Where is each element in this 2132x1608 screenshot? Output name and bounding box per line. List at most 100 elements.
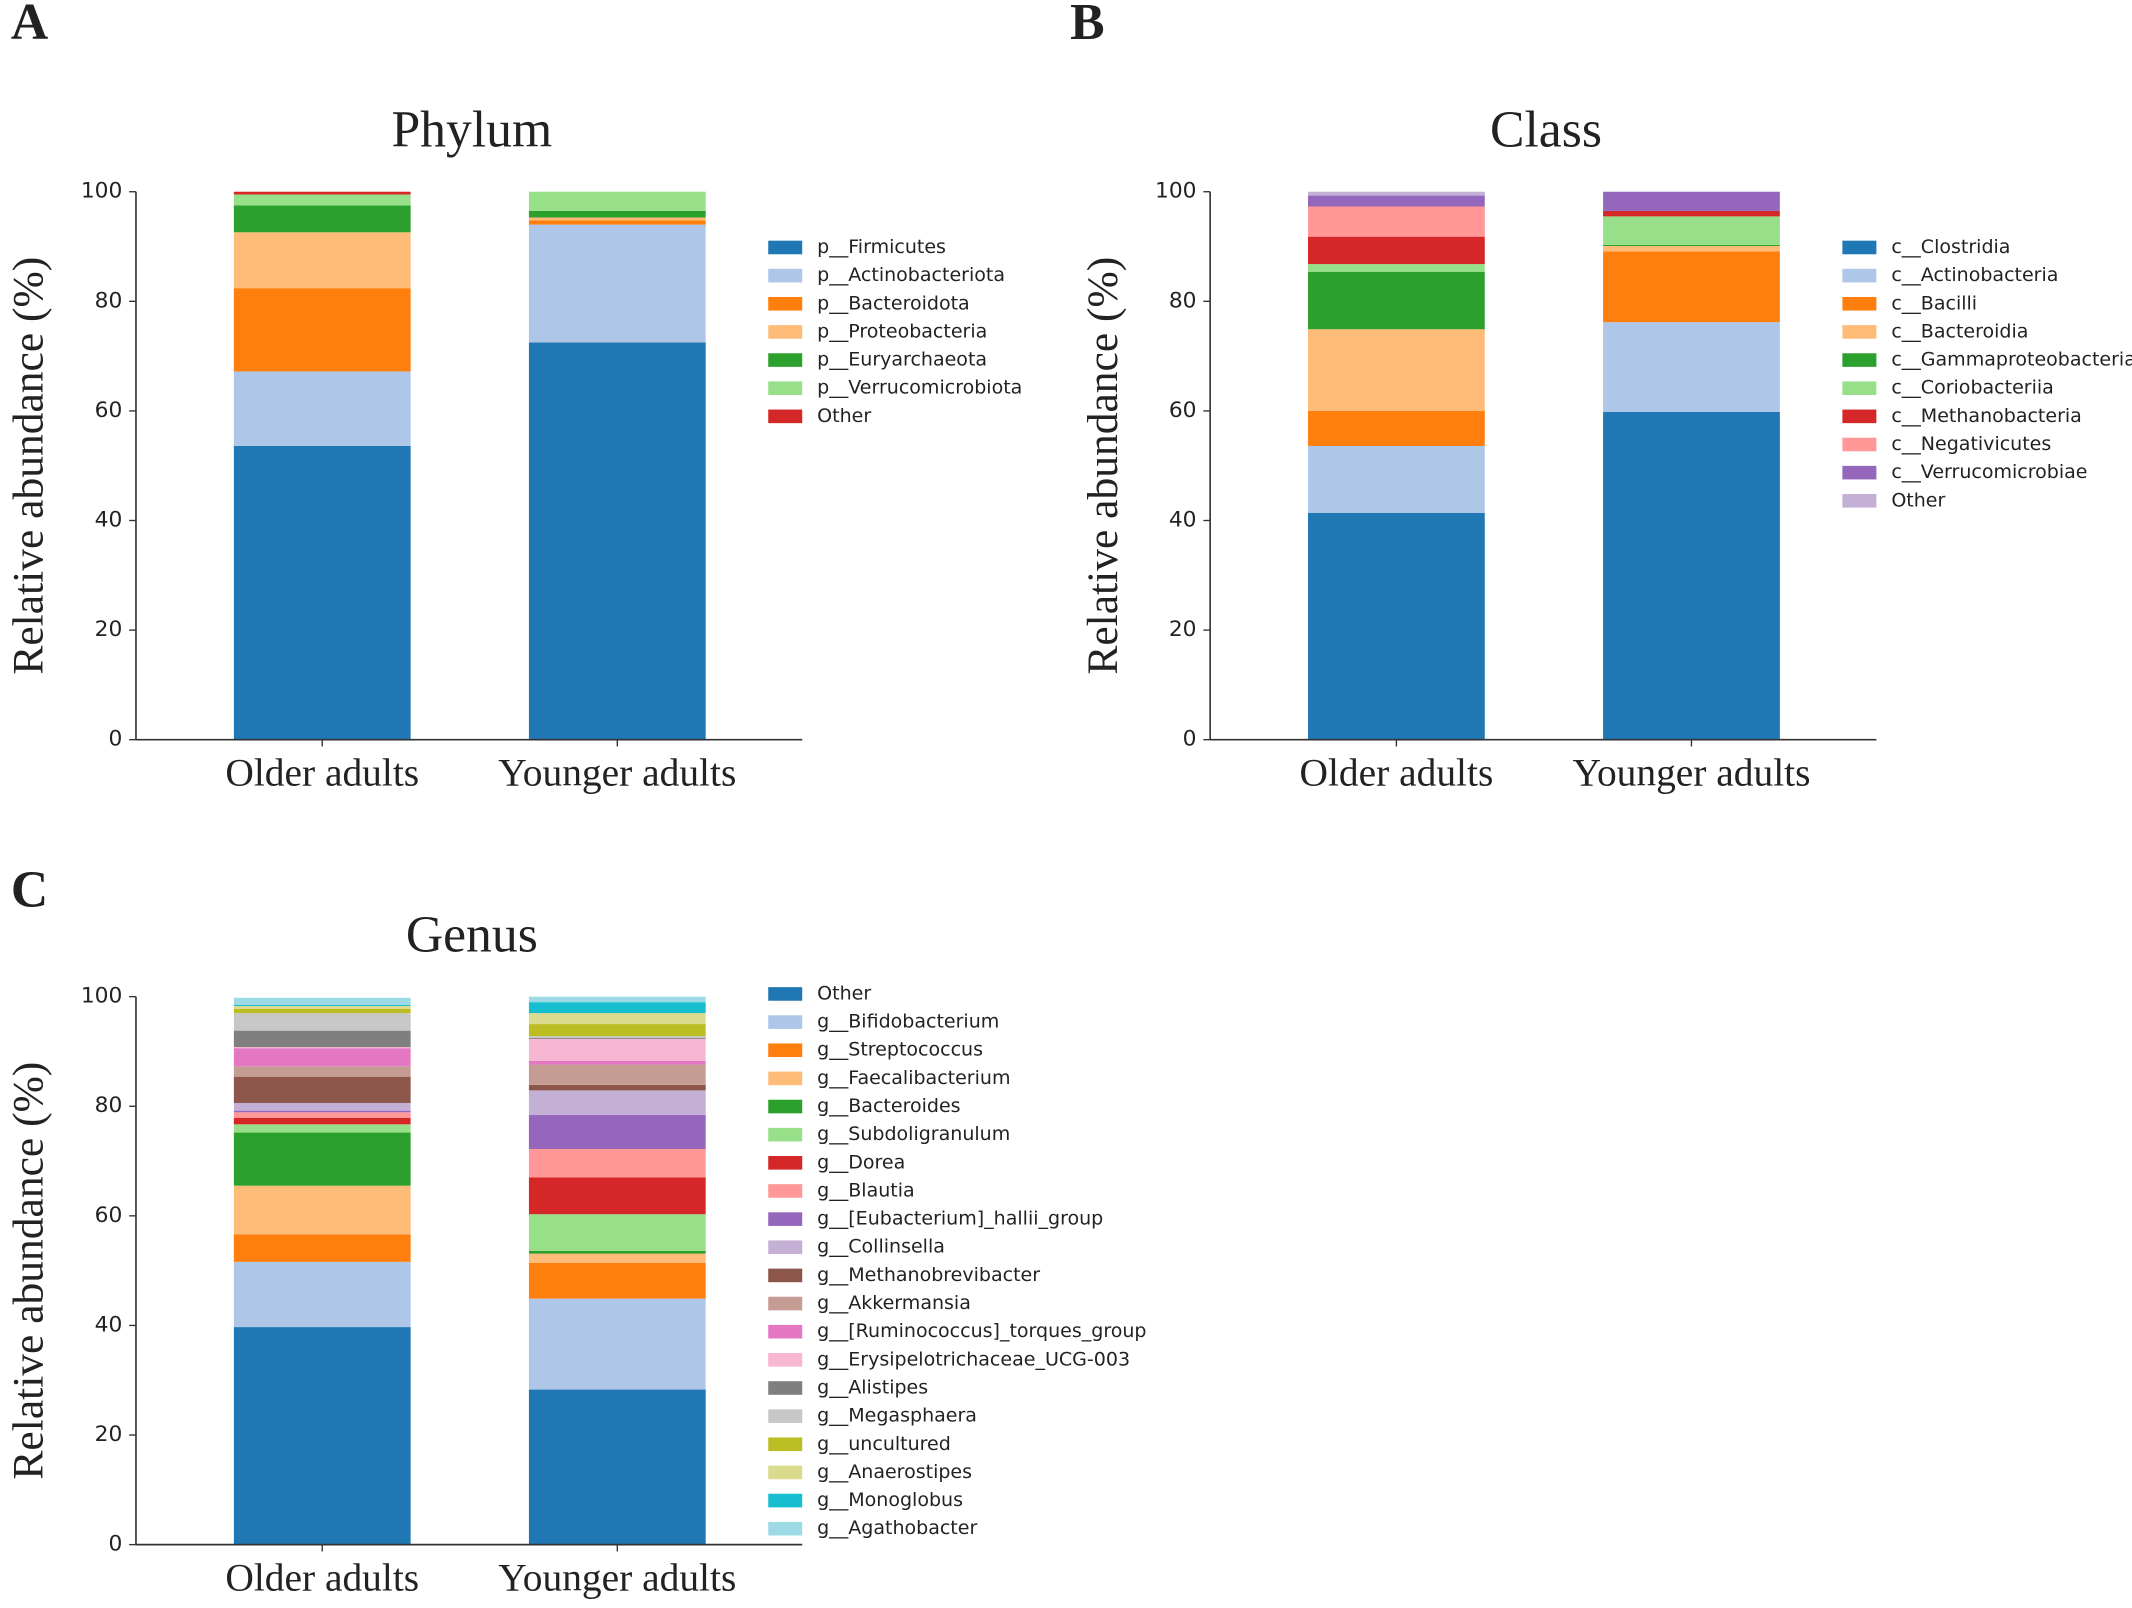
bar-segment [1603, 191, 1780, 211]
legend-swatch [1842, 381, 1877, 396]
bar-segment [528, 1038, 706, 1061]
bar-segment [233, 1261, 411, 1328]
legend-label: c__Clostridia [1891, 236, 2010, 258]
y-tick-label: 40 [95, 1312, 123, 1337]
legend-swatch [1842, 325, 1877, 339]
y-axis-label: Relative abundance (%) [5, 257, 53, 675]
bar-segment [528, 210, 706, 218]
bar-segment [1308, 445, 1485, 513]
legend-swatch [1842, 465, 1877, 480]
legend-swatch [768, 1071, 803, 1086]
legend-label: g__[Ruminococcus]_torques_group [817, 1320, 1146, 1342]
legend-swatch [768, 1296, 803, 1311]
legend-swatch [768, 1465, 803, 1480]
legend-label: c__Actinobacteria [1891, 264, 2058, 286]
bar-segment [528, 1060, 706, 1065]
legend-swatch [768, 353, 803, 367]
bar-segment [233, 1066, 411, 1077]
legend-swatch [1842, 409, 1877, 424]
bar-segment [528, 1002, 706, 1014]
y-tick-label: 60 [95, 398, 123, 423]
y-tick-label: 100 [1155, 179, 1197, 204]
bar-segment [528, 217, 706, 221]
y-tick-label: 20 [95, 1422, 123, 1447]
x-tick-label: Older adults [225, 1555, 419, 1599]
legend-label: g__Agathobacter [817, 1517, 977, 1539]
legend-label: g__Subdoligranulum [817, 1123, 1010, 1145]
bar-segment [233, 1008, 411, 1014]
legend-swatch [1842, 296, 1877, 311]
bar-segment [1603, 412, 1780, 740]
x-tick-label: Older adults [1300, 750, 1494, 794]
legend-label: g__Methanobrevibacter [817, 1264, 1040, 1286]
bar-segment [233, 1110, 411, 1113]
legend-label: g__Blautia [817, 1179, 915, 1201]
bar-segment [528, 1090, 706, 1116]
panel-label: A [11, 0, 48, 51]
bar-segment [528, 191, 706, 211]
chart-title: Phylum [391, 101, 552, 158]
bar-segment [1308, 206, 1485, 237]
bar-segment [233, 1185, 411, 1235]
y-tick-label: 0 [109, 727, 123, 752]
bar-segment [528, 1037, 706, 1039]
bar-segment [233, 1076, 411, 1103]
legend-swatch [1842, 268, 1877, 283]
bar-segment [528, 220, 706, 225]
y-tick-label: 20 [1169, 617, 1197, 642]
legend-swatch [768, 1437, 803, 1452]
bar-segment [1603, 244, 1780, 246]
legend-label: c__Bacteroidia [1891, 320, 2028, 342]
legend-swatch [768, 1212, 803, 1226]
legend-label: g__Alistipes [817, 1376, 928, 1398]
bar-segment [233, 371, 411, 446]
legend-swatch [1842, 353, 1877, 367]
legend-label: g__[Eubacterium]_hallii_group [817, 1208, 1103, 1230]
legend-label: c__Bacilli [1891, 292, 1977, 314]
legend-swatch [768, 1043, 803, 1058]
bar-segment [1603, 251, 1780, 323]
panel-label: C [11, 862, 48, 919]
x-tick-label: Younger adults [498, 750, 736, 794]
bar-segment [528, 996, 706, 1003]
legend-label: g__Anaerostipes [817, 1461, 972, 1483]
bar-segment [233, 1112, 411, 1118]
bar-segment [528, 1250, 706, 1254]
bar-segment [233, 1005, 411, 1009]
bar-segment [528, 1115, 706, 1150]
bar-segment [233, 1048, 411, 1067]
legend-label: g__Streptococcus [817, 1039, 983, 1061]
legend-label: Other [817, 405, 871, 427]
legend-label: g__Akkermansia [817, 1292, 971, 1314]
bar-segment [233, 1132, 411, 1186]
legend-swatch [768, 1099, 803, 1114]
legend-label: c__Coriobacteriia [1891, 377, 2054, 399]
bar-segment [528, 224, 706, 343]
y-tick-label: 80 [95, 288, 123, 313]
legend-swatch [768, 325, 803, 339]
legend-swatch [1842, 240, 1877, 255]
panel-label: B [1070, 0, 1104, 51]
y-tick-label: 60 [1169, 398, 1197, 423]
legend-label: g__Bacteroides [817, 1095, 960, 1117]
legend-label: g__Faecalibacterium [817, 1067, 1010, 1089]
legend-label: g__Monoglobus [817, 1489, 963, 1511]
bar-segment [233, 194, 411, 206]
legend-label: Other [1891, 489, 1945, 511]
bar-segment [1308, 410, 1485, 446]
y-tick-label: 60 [95, 1203, 123, 1228]
bar-segment [528, 1214, 706, 1251]
bar-segment [528, 1389, 706, 1545]
bar-segment [1603, 322, 1780, 413]
bar-segment [1308, 329, 1485, 411]
bar-segment [233, 232, 411, 289]
bar-segment [528, 1064, 706, 1085]
legend-label: p__Euryarchaeota [817, 349, 987, 371]
x-tick-label: Younger adults [1572, 750, 1810, 794]
legend-swatch [768, 296, 803, 311]
y-tick-label: 0 [1183, 727, 1197, 752]
bar-segment [1308, 264, 1485, 272]
bar-segment [233, 1124, 411, 1133]
bar-segment [233, 1004, 411, 1006]
